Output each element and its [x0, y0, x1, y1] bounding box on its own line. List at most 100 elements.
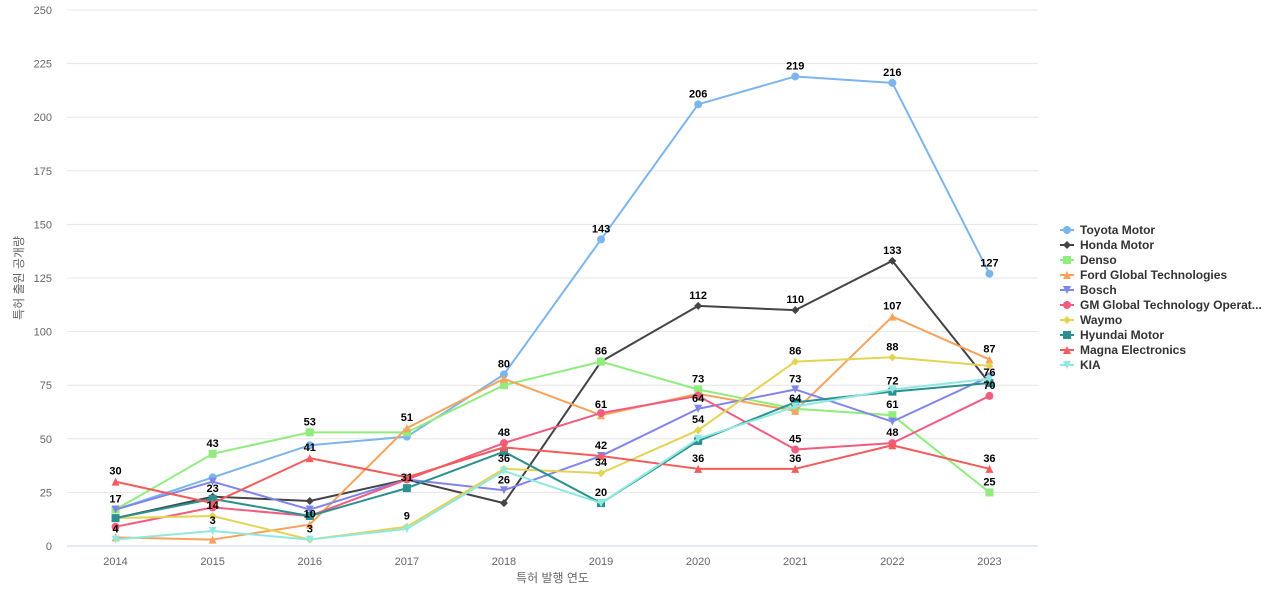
data-point — [499, 443, 508, 452]
series-7 — [111, 379, 994, 523]
x-tick-label: 2014 — [103, 556, 127, 568]
data-point — [985, 379, 994, 388]
series-9 — [111, 374, 994, 544]
series-line — [114, 259, 991, 520]
data-point — [111, 535, 120, 544]
data-label: 64 — [789, 393, 802, 405]
x-tick-label: 2019 — [589, 556, 613, 568]
data-point — [111, 477, 120, 486]
data-point — [208, 526, 217, 535]
data-point — [305, 428, 314, 437]
x-tick-label: 2015 — [200, 556, 224, 568]
data-label: 14 — [207, 500, 220, 512]
data-label: 61 — [595, 399, 607, 411]
data-point — [985, 355, 994, 364]
data-point — [888, 411, 897, 420]
data-label: 64 — [692, 393, 705, 405]
data-point — [402, 473, 411, 482]
legend-marker — [1063, 241, 1071, 249]
series-line — [114, 394, 991, 528]
x-tick-label: 2018 — [492, 556, 516, 568]
data-point — [208, 477, 217, 486]
data-point — [208, 511, 217, 520]
data-label: 107 — [883, 301, 901, 313]
data-point — [791, 445, 800, 454]
data-label: 17 — [109, 494, 121, 506]
data-label: 219 — [786, 60, 804, 72]
data-point — [985, 488, 994, 497]
x-tick-label: 2021 — [783, 556, 807, 568]
data-label: 112 — [689, 290, 707, 302]
legend-item: KIA — [1060, 358, 1101, 372]
data-label: 61 — [886, 399, 898, 411]
data-point — [499, 439, 508, 448]
data-point — [694, 100, 703, 109]
data-point — [694, 434, 703, 443]
data-label: 73 — [692, 373, 704, 385]
data-label: 42 — [595, 440, 607, 452]
data-point — [208, 499, 217, 508]
x-axis-title: 특허 발행 연도 — [516, 570, 589, 585]
data-point — [985, 391, 994, 400]
data-point — [305, 496, 314, 505]
data-point — [694, 426, 703, 435]
data-point — [111, 505, 120, 514]
y-tick-label: 250 — [34, 5, 52, 17]
data-label: 31 — [401, 472, 413, 484]
data-point — [888, 441, 897, 450]
series-line — [114, 356, 991, 541]
data-point — [597, 235, 606, 244]
data-point — [694, 385, 703, 394]
data-point — [597, 499, 606, 508]
legend-item: Waymo — [1060, 313, 1122, 327]
legend-marker — [1063, 226, 1071, 234]
data-label: 53 — [304, 416, 316, 428]
gridlines — [67, 9, 1038, 547]
data-label: 216 — [883, 67, 901, 79]
data-point — [985, 464, 994, 473]
data-point — [499, 374, 508, 383]
data-point — [888, 353, 897, 362]
legend-marker — [1063, 346, 1071, 354]
data-point — [888, 417, 897, 426]
series-line — [114, 75, 991, 511]
data-label: 4 — [112, 524, 119, 536]
legend-label: Bosch — [1080, 283, 1117, 297]
series-line — [114, 444, 991, 505]
y-tick-label: 100 — [34, 327, 52, 339]
data-label: 20 — [595, 487, 607, 499]
data-point — [694, 301, 703, 310]
legend-label: Magna Electronics — [1080, 343, 1186, 357]
data-point — [499, 381, 508, 390]
data-point — [305, 511, 314, 520]
legend-label: KIA — [1080, 358, 1101, 372]
legend-item: Toyota Motor — [1060, 223, 1155, 237]
data-point — [597, 409, 606, 418]
data-point — [694, 391, 703, 400]
legend-marker — [1063, 331, 1071, 339]
y-tick-label: 225 — [34, 59, 52, 71]
y-axis-title: 특허 출원 공개량 — [12, 236, 26, 320]
data-label: 34 — [595, 457, 608, 469]
data-point — [305, 535, 314, 544]
data-label: 36 — [789, 453, 801, 465]
data-point — [305, 505, 314, 514]
data-point — [694, 464, 703, 473]
data-label: 25 — [983, 476, 995, 488]
series-6 — [111, 353, 994, 544]
axes: 특허 출원 공개량 특허 발행 연도 0 25 50 75 100 125 150 175 20… — [12, 5, 1002, 585]
data-label: 10 — [304, 509, 316, 521]
legend-marker — [1063, 316, 1071, 324]
data-point — [597, 469, 606, 478]
data-label: 54 — [692, 414, 705, 426]
data-point — [888, 385, 897, 394]
data-point — [208, 535, 217, 544]
legend-label: Waymo — [1080, 313, 1122, 327]
data-point — [888, 312, 897, 321]
legend-marker — [1063, 301, 1071, 309]
data-point — [597, 357, 606, 366]
data-label: 70 — [983, 380, 995, 392]
data-label: 41 — [304, 442, 316, 454]
